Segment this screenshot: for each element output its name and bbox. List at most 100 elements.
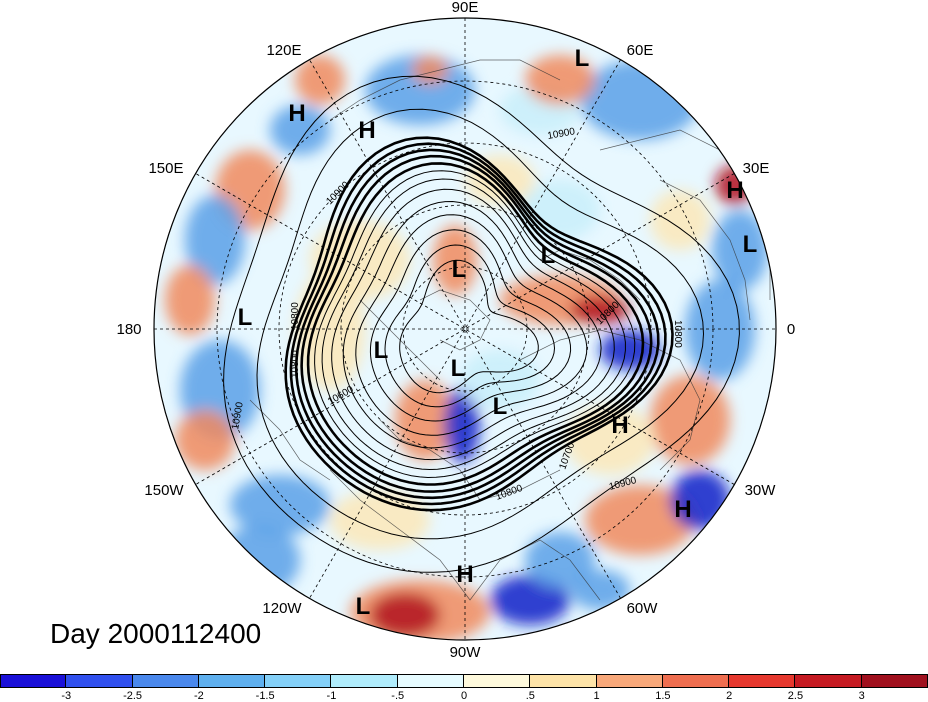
height-contour: [306, 162, 645, 486]
anomaly-region: [650, 375, 730, 465]
colorbar-tick-label: -1.5: [255, 690, 275, 702]
anomaly-region: [570, 296, 630, 324]
anomaly-region: [525, 532, 595, 588]
low-pressure-marker: L: [238, 304, 253, 331]
high-pressure-marker: H: [726, 177, 743, 204]
anomaly-region: [490, 575, 570, 625]
low-pressure-marker: L: [493, 393, 508, 420]
colorbar-tick-label: -.5: [391, 690, 405, 702]
colorbar-swatch: [66, 674, 133, 688]
anomaly-region: [444, 387, 480, 463]
colorbar-swatch: [132, 674, 199, 688]
date-label: Day 2000112400: [50, 618, 262, 649]
colorbar-tick-label: 1: [593, 690, 600, 702]
colorbar-tick-label: -2: [193, 690, 204, 702]
lon-label-0: 0: [787, 321, 795, 338]
height-contours: [223, 75, 740, 573]
anomaly-region: [370, 593, 440, 637]
anomaly-region: [712, 210, 768, 290]
low-pressure-marker: L: [575, 45, 590, 72]
pressure-center-markers: L H H H L L L L L L L H H H L: [238, 45, 758, 620]
height-contour: [384, 244, 556, 408]
colorbar-tick-label: -3: [61, 690, 72, 702]
low-pressure-marker: L: [451, 355, 466, 382]
colorbar-swatch: [397, 674, 464, 688]
height-contour: [289, 142, 667, 506]
height-contour: [256, 108, 705, 540]
colorbar-swatch: [265, 674, 332, 688]
colorbar-swatch: [0, 674, 67, 688]
high-pressure-marker: H: [358, 117, 375, 144]
anomaly-region: [585, 485, 695, 555]
contour-label: 10900: [547, 126, 577, 142]
colorbar-swatch: [331, 674, 398, 688]
anomaly-region: [600, 330, 660, 370]
anomaly-region: [165, 265, 215, 335]
map-boundary: [153, 17, 777, 641]
anomaly-region: [685, 280, 755, 380]
contour-label: 10800: [290, 302, 301, 330]
colorbar-tick-label: 1.5: [655, 690, 671, 702]
low-pressure-marker: L: [452, 256, 467, 283]
height-contour: [399, 259, 539, 394]
anomaly-region: [295, 55, 345, 105]
high-pressure-marker: H: [674, 496, 691, 523]
low-pressure-marker: L: [374, 337, 389, 364]
lon-label-120e: 120E: [266, 42, 301, 59]
lon-label-180: 180: [116, 321, 141, 338]
height-contour: [300, 154, 653, 493]
contour-label: 10800: [672, 320, 683, 348]
height-contour: [223, 75, 740, 573]
anomaly-region: [270, 105, 330, 155]
colorbar: -3 -2.5 -2 -1.5 -1 -.5 0 .5 1 1.5 2 2.5 3: [0, 674, 928, 702]
colorbar-tick-label: -2.5: [123, 690, 143, 702]
lon-label-60w: 60W: [627, 600, 659, 617]
high-pressure-marker: H: [611, 412, 628, 439]
low-pressure-marker: L: [743, 231, 758, 258]
polar-map: 90E 60E 30E 0 30W 60W 90W 120W 150W 180 …: [116, 0, 795, 661]
lon-label-90w: 90W: [450, 644, 482, 661]
height-contour: [314, 170, 636, 479]
anomaly-region: [185, 195, 245, 285]
high-pressure-marker: H: [456, 561, 473, 588]
anomaly-region: [460, 350, 540, 410]
height-contour: [284, 136, 674, 512]
contour-label: 10900: [230, 401, 246, 431]
colorbar-swatch: [530, 674, 597, 688]
high-pressure-marker: H: [288, 100, 305, 127]
colorbar-swatch: [662, 674, 730, 688]
colorbar-tick-label: 3: [858, 690, 865, 702]
anomaly-region: [175, 410, 235, 470]
contour-label: 10800: [290, 350, 301, 378]
lon-label-150e: 150E: [148, 160, 183, 177]
colorbar-tick-label: 2: [726, 690, 733, 702]
lon-label-120w: 120W: [262, 600, 302, 617]
longitude-labels: 90E 60E 30E 0 30W 60W 90W 120W 150W 180 …: [116, 0, 795, 661]
graticule: [154, 18, 776, 640]
colorbar-tick-label: .5: [525, 690, 535, 702]
anomaly-field: [154, 18, 776, 640]
colorbar-tick-label: 2.5: [787, 690, 804, 702]
colorbar-tick-label: -1: [326, 690, 337, 702]
lon-label-30w: 30W: [745, 482, 777, 499]
height-contour: [331, 188, 615, 461]
colorbar-swatch: [729, 674, 796, 688]
lon-label-60e: 60E: [627, 42, 654, 59]
anomaly-region: [570, 570, 630, 610]
low-pressure-marker: L: [541, 242, 556, 269]
lon-label-150w: 150W: [144, 482, 184, 499]
anomaly-region: [295, 270, 365, 390]
height-contour: [321, 178, 626, 471]
colorbar-tick-label: 0: [460, 690, 468, 702]
height-contour: [294, 148, 660, 500]
lon-label-90e: 90E: [452, 0, 479, 16]
anomaly-region: [230, 475, 330, 535]
anomaly-region: [330, 490, 430, 550]
colorbar-swatch: [198, 674, 266, 688]
anomaly-region: [650, 190, 710, 250]
colorbar-swatch: [596, 674, 663, 688]
lon-label-30e: 30E: [743, 160, 770, 177]
colorbar-frame: [0, 674, 928, 688]
colorbar-swatch: [464, 674, 531, 688]
low-pressure-marker: L: [356, 593, 371, 620]
